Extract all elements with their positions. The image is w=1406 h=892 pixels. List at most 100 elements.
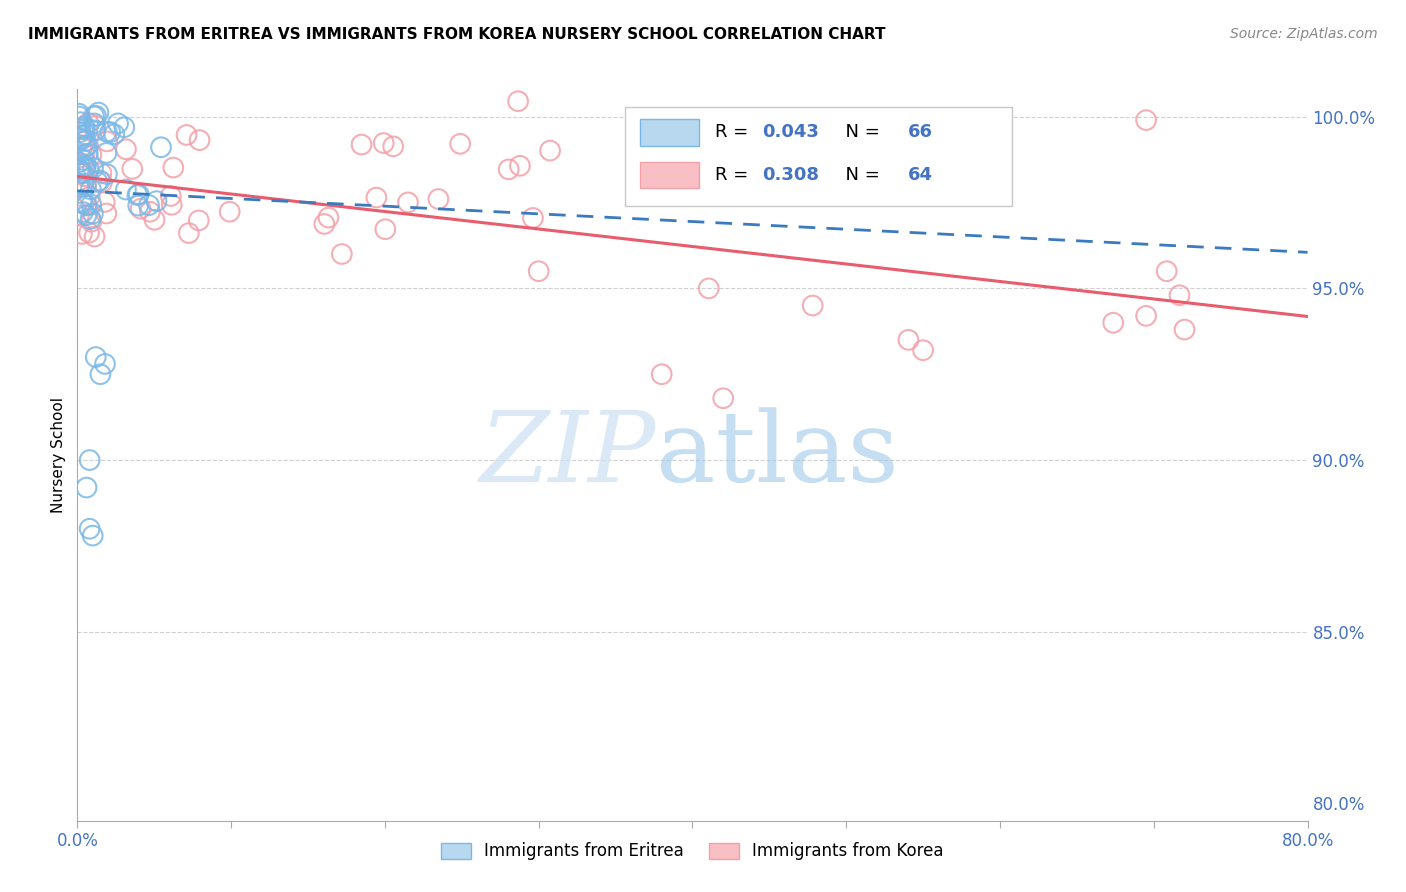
Point <box>506 94 529 108</box>
Point <box>103 127 125 141</box>
Text: IMMIGRANTS FROM ERITREA VS IMMIGRANTS FROM KOREA NURSERY SCHOOL CORRELATION CHAR: IMMIGRANTS FROM ERITREA VS IMMIGRANTS FR… <box>28 27 886 42</box>
Text: N =: N = <box>834 166 886 184</box>
Point <box>75 140 97 154</box>
Point <box>330 247 353 261</box>
Point <box>697 281 720 295</box>
Point <box>72 177 94 191</box>
Point <box>86 175 108 189</box>
Point <box>69 115 91 129</box>
Point <box>80 148 103 162</box>
Point <box>72 129 94 144</box>
Point <box>1135 309 1157 323</box>
Point <box>1102 316 1125 330</box>
Point <box>801 299 824 313</box>
Point <box>76 146 98 161</box>
Point <box>350 137 373 152</box>
Text: Source: ZipAtlas.com: Source: ZipAtlas.com <box>1230 27 1378 41</box>
Point <box>94 357 117 371</box>
Point <box>73 153 96 168</box>
Point <box>77 226 100 240</box>
Point <box>127 199 149 213</box>
Point <box>1168 288 1191 302</box>
Point <box>1135 113 1157 128</box>
Point <box>70 227 93 241</box>
Point <box>75 134 97 148</box>
Point <box>75 161 97 175</box>
Point <box>87 105 110 120</box>
Text: 64: 64 <box>908 166 932 184</box>
Point <box>96 145 118 160</box>
Point <box>145 194 167 208</box>
Point <box>70 133 93 147</box>
Point <box>314 217 336 231</box>
Point <box>138 198 160 212</box>
Point <box>143 212 166 227</box>
Point <box>187 213 209 227</box>
Point <box>160 198 183 212</box>
Point <box>69 163 91 178</box>
Point <box>73 120 96 134</box>
Point <box>76 481 98 495</box>
Point <box>80 182 103 196</box>
Point <box>77 116 100 130</box>
Point <box>83 116 105 130</box>
Point <box>498 162 520 177</box>
Point <box>84 350 107 364</box>
Point <box>67 106 90 120</box>
Point <box>84 109 107 123</box>
Point <box>651 368 673 382</box>
Point <box>897 333 920 347</box>
Point <box>67 155 90 169</box>
Point <box>1174 322 1197 336</box>
Point <box>90 166 112 180</box>
Point <box>76 138 98 153</box>
Point <box>115 183 138 197</box>
Point <box>176 128 198 142</box>
Point <box>188 133 211 147</box>
Point <box>89 368 111 382</box>
Point <box>70 140 93 154</box>
Text: 0.308: 0.308 <box>762 166 820 184</box>
Point <box>522 211 544 225</box>
Point <box>75 178 97 193</box>
Point <box>67 209 90 223</box>
Point <box>912 343 935 358</box>
Point <box>69 166 91 180</box>
Point <box>73 147 96 161</box>
Point <box>79 453 101 467</box>
Point <box>82 528 104 542</box>
Point <box>374 222 396 236</box>
Text: atlas: atlas <box>655 407 898 503</box>
Point <box>73 122 96 136</box>
Point <box>449 136 471 151</box>
Point <box>82 161 104 175</box>
Text: ZIP: ZIP <box>479 408 655 502</box>
Point <box>79 190 101 204</box>
Point <box>373 136 395 150</box>
Point <box>96 135 118 149</box>
Point <box>67 161 90 176</box>
Point <box>366 190 388 204</box>
Point <box>70 194 93 209</box>
Point <box>107 116 129 130</box>
Point <box>96 167 118 181</box>
Point <box>79 211 101 226</box>
Point <box>84 123 107 137</box>
Point <box>72 167 94 181</box>
Point <box>72 205 94 219</box>
Point <box>82 206 104 220</box>
Point <box>75 208 97 222</box>
Point <box>72 138 94 153</box>
Point <box>83 229 105 244</box>
Point <box>96 206 118 220</box>
Point <box>96 125 118 139</box>
Point <box>159 189 181 203</box>
Point <box>75 178 97 193</box>
FancyBboxPatch shape <box>640 161 699 188</box>
Point <box>127 188 149 202</box>
Point <box>98 125 121 139</box>
Point <box>70 131 93 145</box>
Point <box>80 215 103 229</box>
Point <box>73 169 96 184</box>
FancyBboxPatch shape <box>624 108 1012 206</box>
